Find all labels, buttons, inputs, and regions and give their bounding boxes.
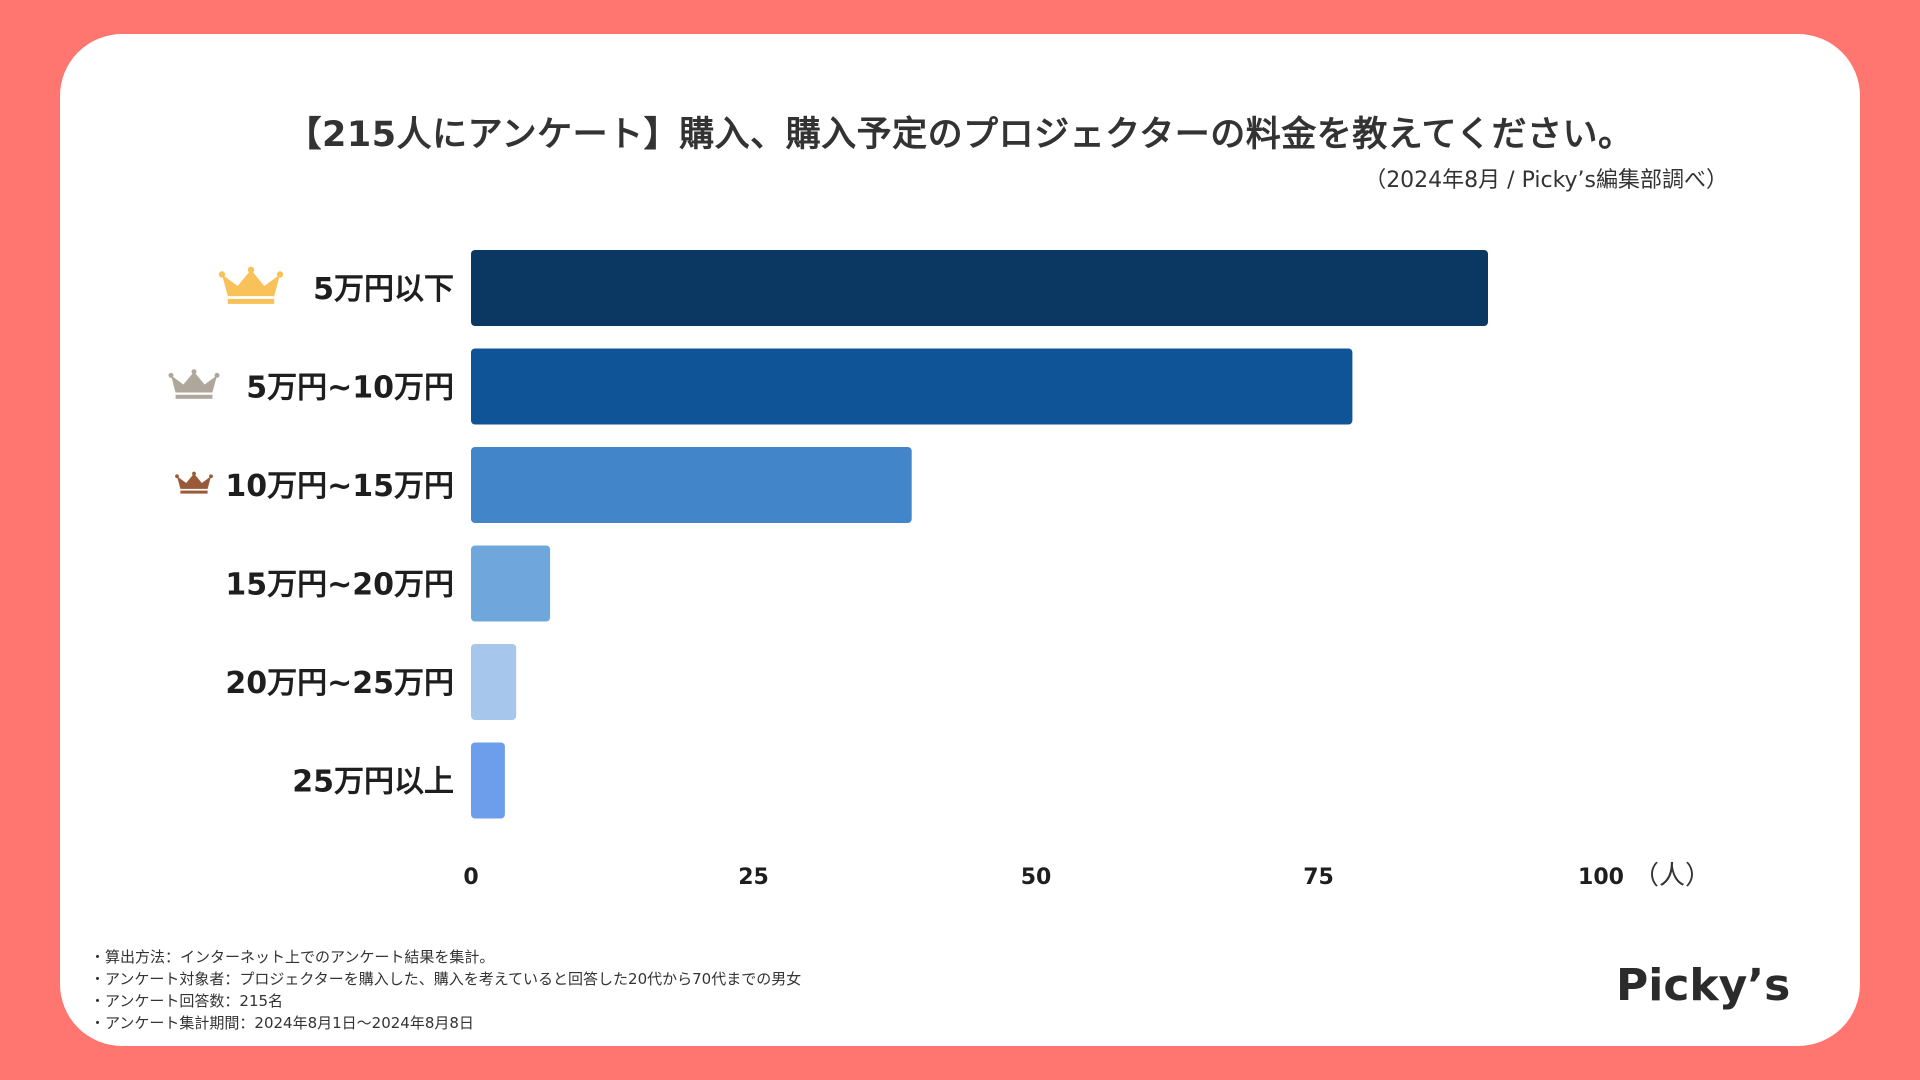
- crown-silver-icon: [168, 369, 220, 399]
- bar-2: [471, 348, 1353, 425]
- chart-title: 【215人にアンケート】購入、購入予定のプロジェクターの料金を教えてください。: [286, 115, 1634, 155]
- footnote-method: ・算出方法：インターネット上でのアンケート結果を集計。: [90, 948, 495, 966]
- crown-bronze-icon: [175, 471, 213, 494]
- x-tick-label-25: 25: [738, 865, 769, 890]
- bar-6: [471, 742, 505, 819]
- bar-5: [471, 644, 517, 720]
- picky-s-logo: Picky’s: [1616, 960, 1791, 1011]
- bar-1: [471, 250, 1488, 326]
- footnote-target: ・アンケート対象者：プロジェクターを購入した、購入を考えていると回答した20代か…: [90, 970, 802, 988]
- chart-card: 【215人にアンケート】購入、購入予定のプロジェクターの料金を教えてください。 …: [60, 34, 1860, 1046]
- x-tick-label-75: 75: [1303, 865, 1334, 890]
- x-tick-label-0: 0: [463, 865, 478, 890]
- footnote-count: ・アンケート回答数：215名: [90, 992, 284, 1010]
- bar-3: [471, 447, 912, 523]
- x-tick-label-100: 100: [1578, 865, 1624, 890]
- category-label-2: 5万円~10万円: [246, 371, 454, 406]
- x-tick-label-50: 50: [1021, 865, 1052, 890]
- category-label-5: 20万円~25万円: [225, 666, 454, 701]
- chart-subtitle: （2024年8月 / Picky’s編集部調べ）: [1364, 168, 1728, 193]
- category-label-1: 5万円以下: [313, 272, 454, 307]
- category-label-4: 15万円~20万円: [225, 568, 454, 603]
- bar-4: [471, 545, 551, 622]
- x-axis-unit-label: （人）: [1633, 861, 1711, 891]
- category-label-6: 25万円以上: [292, 765, 454, 800]
- footnote-period: ・アンケート集計期間：2024年8月1日〜2024年8月8日: [90, 1014, 474, 1032]
- bar-chart: 5万円以下 5万円~10万円 10万円~15万円 15万円~20万円 20万円~25万円…: [168, 250, 1711, 891]
- category-label-3: 10万円~15万円: [225, 469, 454, 504]
- crown-gold-icon: [218, 266, 284, 304]
